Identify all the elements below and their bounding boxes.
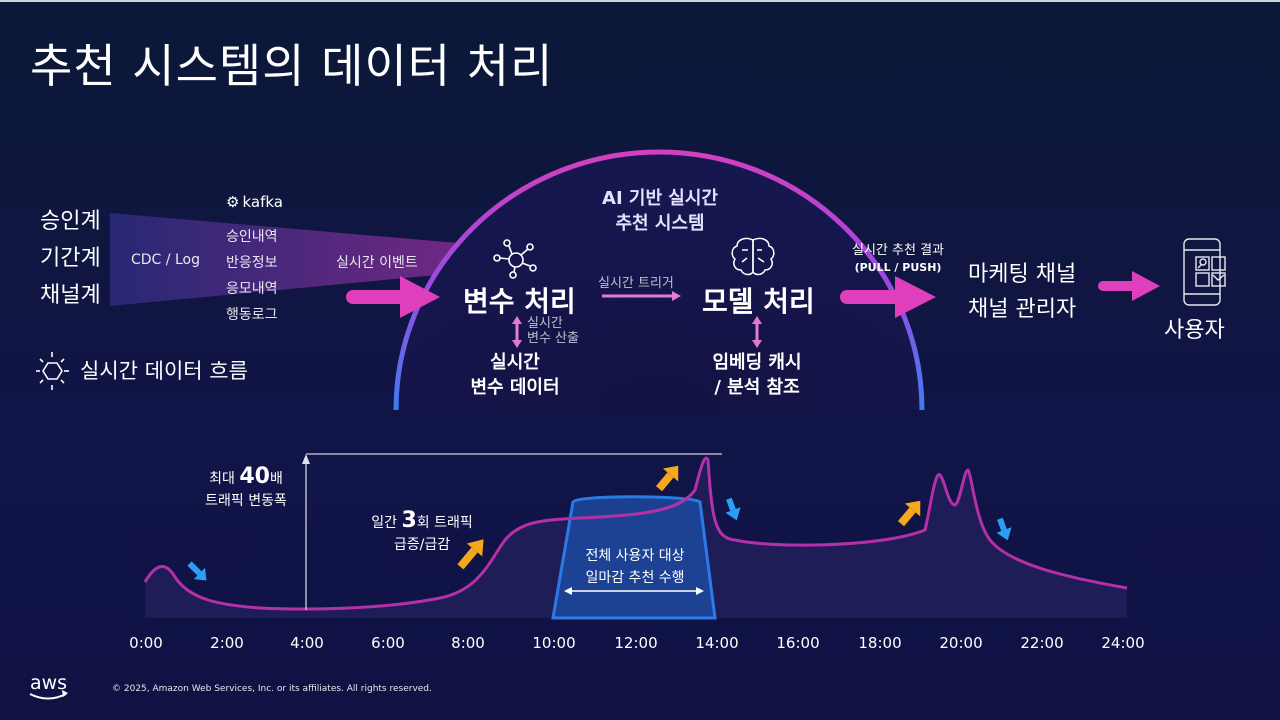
page-title: 추천 시스템의 데이터 처리 [30, 39, 554, 93]
kafka-icon: ⚙ [226, 193, 240, 211]
x-tick: 14:00 [695, 634, 739, 652]
kafka-topics: 승인내역 반응정보 응모내역 행동로그 [226, 224, 278, 328]
source-core: 기간계 [40, 246, 101, 271]
traffic-chart [143, 453, 1128, 620]
brain-icon [731, 237, 775, 276]
model-updown-arrow [752, 316, 762, 348]
source-approval: 승인계 [40, 209, 101, 234]
source-channel: 채널계 [40, 283, 101, 308]
sun-icon [36, 352, 69, 390]
max-variation-note: 최대 40배 트래픽 변동폭 [205, 464, 287, 510]
feature-side-note: 실시간 변수 산출 [527, 316, 579, 346]
x-tick: 12:00 [614, 634, 658, 652]
feature-updown-arrow [512, 316, 522, 348]
result-label: 실시간 추천 결과 (PULL / PUSH) [852, 243, 944, 274]
x-tick: 16:00 [776, 634, 820, 652]
legend: 실시간 데이터 흐름 [36, 355, 248, 385]
feature-store: 실시간 변수 데이터 [470, 352, 560, 398]
x-tick: 0:00 [129, 634, 163, 652]
result-arrow [840, 276, 936, 318]
event-label: 실시간 이벤트 [336, 255, 418, 271]
feature-processing-title: 변수 처리 [463, 285, 576, 318]
x-tick: 6:00 [371, 634, 405, 652]
traffic-curve [143, 456, 1128, 611]
trigger-label: 실시간 트리거 [598, 276, 674, 291]
cdc-label: CDC / Log [131, 252, 200, 268]
topic-item: 응모내역 [226, 281, 278, 297]
model-processing-title: 모델 처리 [702, 285, 815, 318]
event-arrow [346, 276, 440, 318]
network-hub-icon [493, 239, 537, 279]
x-tick: 8:00 [451, 634, 485, 652]
channel-to-user-arrow [1098, 271, 1160, 301]
x-tick: 2:00 [210, 634, 244, 652]
batch-band [551, 495, 717, 620]
x-tick: 20:00 [939, 634, 983, 652]
topic-item: 행동로그 [226, 307, 278, 323]
user-label: 사용자 [1164, 318, 1225, 343]
x-tick: 18:00 [858, 634, 902, 652]
copyright: © 2025, Amazon Web Services, Inc. or its… [112, 684, 432, 694]
data-funnel [110, 213, 458, 306]
x-tick: 10:00 [532, 634, 576, 652]
x-tick: 4:00 [290, 634, 324, 652]
system-title: AI 기반 실시간 추천 시스템 [602, 188, 718, 234]
top-border [0, 0, 1280, 2]
source-systems: 승인계 기간계 채널계 [40, 203, 101, 314]
mobile-user-icon [1183, 238, 1226, 306]
system-arc [393, 149, 925, 411]
model-store: 임베딩 캐시 / 분석 참조 [712, 352, 802, 398]
x-tick: 22:00 [1020, 634, 1064, 652]
batch-band-label: 전체 사용자 대상 일마감 추천 수행 [585, 548, 685, 586]
marketing-channel: 마케팅 채널 채널 관리자 [968, 262, 1077, 322]
topic-item: 승인내역 [226, 229, 278, 245]
trigger-arrow [602, 291, 681, 301]
aws-logo: aws [30, 672, 68, 694]
spike-note: 일간 3회 트래픽 급증/급감 [371, 508, 473, 554]
legend-label: 실시간 데이터 흐름 [80, 359, 248, 383]
x-tick: 24:00 [1101, 634, 1145, 652]
topic-item: 반응정보 [226, 255, 278, 271]
kafka-badge: ⚙ kafka [226, 193, 283, 211]
aws-smile-icon [29, 693, 67, 700]
